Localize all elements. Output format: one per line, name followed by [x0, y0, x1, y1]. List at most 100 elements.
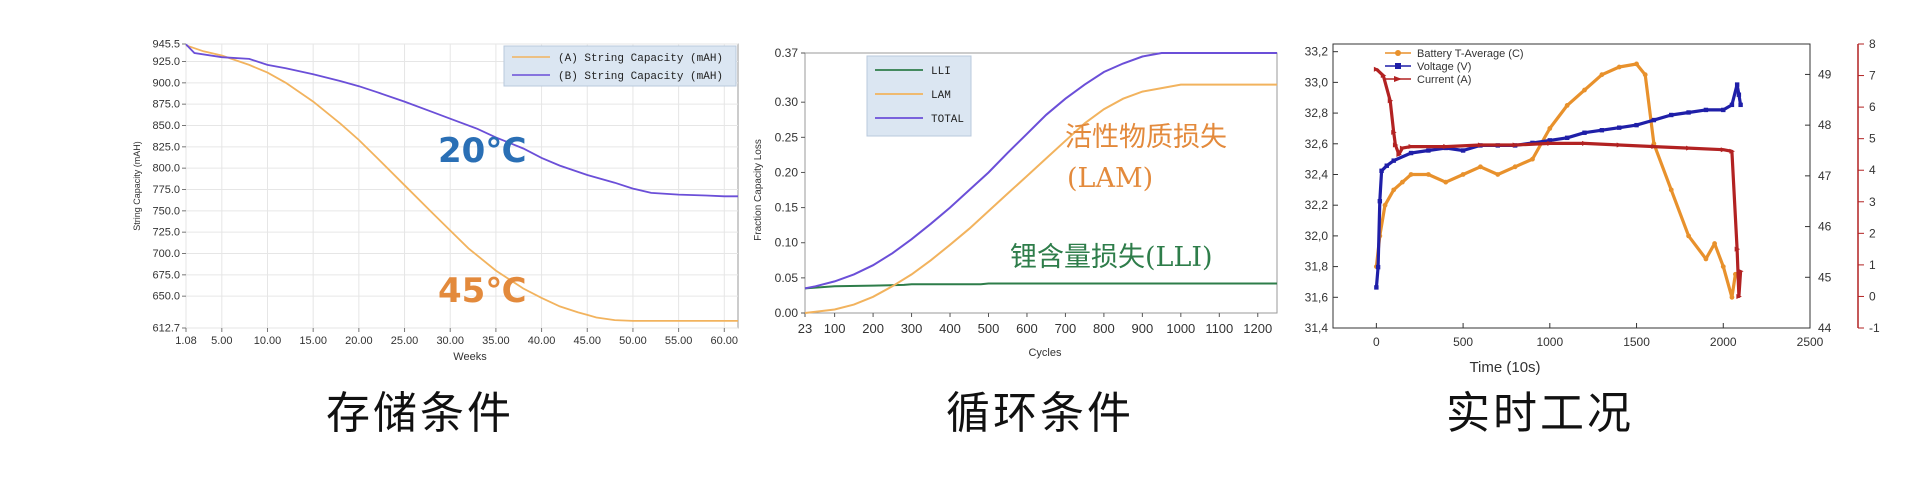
cycling-x-tick-label: 200 — [862, 321, 884, 336]
voltage-point — [1634, 122, 1639, 128]
realtime-x-label: Time (10s) — [1469, 359, 1540, 376]
storage-plot-area — [185, 43, 739, 329]
voltage-point — [1669, 112, 1674, 118]
cycling-x-tick-label: 1200 — [1243, 321, 1272, 336]
realtime-x-tick-label: 1500 — [1623, 335, 1650, 349]
temperature-point — [1564, 103, 1570, 108]
voltage-point — [1703, 107, 1709, 113]
voltage-tick-label: 46 — [1818, 220, 1832, 234]
cycling-x-tick-label: 700 — [1055, 321, 1077, 336]
storage-x-tick-label: 5.00 — [211, 335, 232, 347]
cycling-y-label: Fraction Capacity Loss — [753, 139, 764, 241]
storage-x-tick-label: 35.00 — [482, 335, 510, 347]
storage-x-ticks: 1.08 5.00 10.00 15.00 20.00 25.00 30.00 35.00 40… — [175, 328, 738, 347]
voltage-point — [1582, 130, 1587, 135]
voltage-tick-label: 45 — [1818, 270, 1832, 284]
storage-series-line-a — [185, 44, 738, 322]
realtime-legend: Battery T-Average (C) Voltage (V) Curren… — [1385, 48, 1524, 86]
current-point — [1399, 145, 1406, 151]
realtime-series-line-temperature — [1374, 62, 1737, 299]
temperature-point — [1729, 294, 1735, 300]
temperature-point — [1720, 264, 1726, 269]
storage-x-tick-label: 45.00 — [573, 335, 601, 347]
storage-x-label: Weeks — [453, 351, 487, 363]
legend-label-lli: LLI — [931, 66, 951, 78]
annotation-20c: 20℃ — [438, 131, 527, 171]
current-point — [1582, 140, 1588, 146]
cycling-x-ticks: 23 100 200 300 400 500 600 700 800 900 1000 1100 120… — [798, 313, 1272, 336]
temperature-point — [1399, 179, 1405, 185]
caption-storage: 存储条件 — [326, 388, 514, 439]
current-point — [1736, 293, 1742, 299]
current-tick-label: 7 — [1869, 69, 1876, 83]
storage-x-tick-label: 60.00 — [711, 335, 739, 347]
current-point — [1512, 142, 1519, 148]
current-point — [1616, 142, 1623, 148]
storage-y-tick-label: 650.0 — [152, 291, 180, 303]
voltage-point — [1686, 110, 1691, 115]
temperature-tick-label: 32,0 — [1305, 229, 1329, 243]
voltage-point — [1460, 148, 1466, 153]
voltage-tick-label: 49 — [1818, 67, 1832, 81]
voltage-point — [1375, 264, 1381, 270]
annotation-lam-en: (LAM) — [1067, 163, 1153, 194]
current-point — [1734, 246, 1741, 252]
current-point — [1720, 147, 1727, 153]
current-point — [1380, 73, 1387, 79]
cycling-x-tick-label: 100 — [824, 321, 846, 336]
voltage-point — [1408, 150, 1414, 156]
caption-realtime: 实时工况 — [1446, 388, 1634, 439]
temperature-point — [1408, 172, 1414, 177]
storage-y-tick-label: 612.7 — [152, 323, 180, 335]
storage-y-tick-label: 675.0 — [152, 269, 180, 281]
voltage-point — [1379, 168, 1384, 173]
temperature-tick-label: 33,0 — [1305, 75, 1329, 89]
voltage-point — [1599, 128, 1605, 133]
temperature-point — [1495, 172, 1501, 177]
temperature-tick-label: 31,6 — [1305, 290, 1329, 304]
voltage-point — [1738, 102, 1743, 108]
voltage-point — [1617, 125, 1622, 130]
caption-cycling: 循环条件 — [946, 388, 1134, 439]
current-point — [1686, 145, 1692, 151]
cycling-x-tick-label: 1000 — [1166, 321, 1195, 336]
temperature-point — [1712, 241, 1717, 246]
temperature-point — [1426, 172, 1431, 177]
realtime-series — [1373, 61, 1744, 300]
realtime-x-tick-label: 2500 — [1797, 335, 1824, 349]
voltage-point — [1384, 163, 1389, 168]
storage-gridlines — [185, 43, 738, 329]
storage-x-tick-label: 40.00 — [528, 335, 556, 347]
voltage-tick-label: 48 — [1818, 118, 1832, 132]
temperature-point — [1512, 164, 1518, 170]
storage-y-tick-label: 800.0 — [152, 163, 180, 175]
voltage-point — [1651, 117, 1657, 123]
temperature-point — [1382, 202, 1388, 208]
storage-x-tick-label: 20.00 — [345, 335, 373, 347]
storage-series — [185, 43, 738, 322]
storage-legend: (A) String Capacity (mAH) (B) String Cap… — [503, 45, 737, 87]
temperature-tick-label: 32,8 — [1305, 106, 1329, 120]
realtime-chart-panel: 33,2 33,0 32,8 32,6 32,4 32,2 32,0 31,8 31,6 31,4… — [1275, 0, 1920, 485]
voltage-point — [1736, 92, 1742, 97]
cycling-y-tick-label: 0.15 — [775, 201, 799, 215]
voltage-point — [1721, 107, 1726, 113]
temperature-point — [1547, 126, 1553, 131]
storage-x-tick-label: 1.08 — [175, 335, 196, 347]
cycling-chart: 0.00 0.05 0.10 0.15 0.20 0.25 0.30 0.37 23 100 20… — [753, 46, 1278, 359]
storage-series-line-b — [185, 43, 738, 198]
current-point — [1373, 66, 1380, 72]
annotation-lam-cn: 活性物质损失 — [1065, 122, 1227, 153]
storage-y-tick-label: 700.0 — [152, 248, 180, 260]
storage-y-tick-label: 725.0 — [152, 227, 180, 239]
current-axis-ticks: 8 7 6 5 4 3 2 1 0 -1 — [1858, 37, 1880, 335]
storage-x-tick-label: 30.00 — [436, 335, 464, 347]
cycling-y-tick-label: 0.20 — [775, 165, 799, 179]
temperature-tick-label: 32,6 — [1305, 137, 1329, 151]
temperature-tick-label: 32,2 — [1305, 198, 1329, 212]
cycling-x-tick-label: 500 — [978, 321, 1000, 336]
legend-marker-current — [1394, 76, 1402, 82]
legend-marker-voltage — [1395, 63, 1401, 69]
voltage-point — [1564, 135, 1570, 141]
temperature-tick-label: 33,2 — [1305, 45, 1329, 59]
